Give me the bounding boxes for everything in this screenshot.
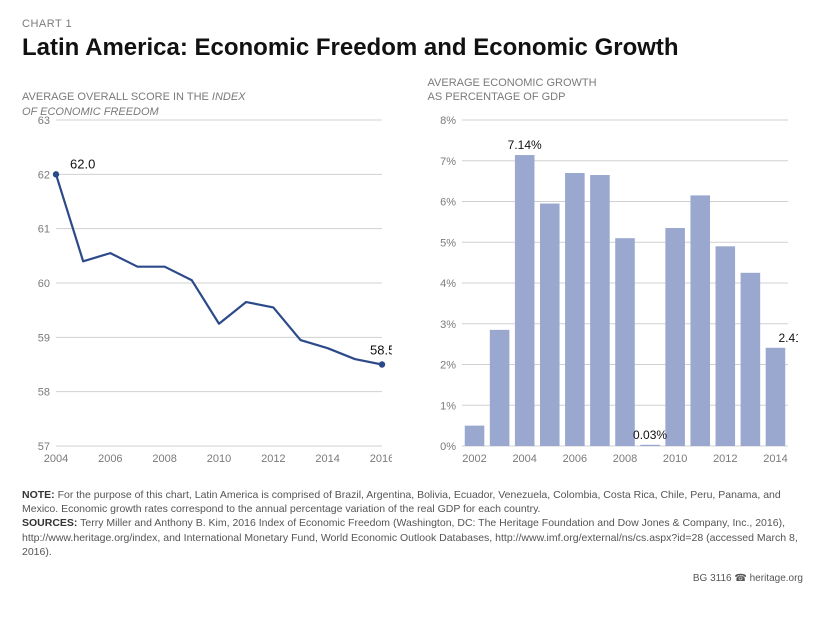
sources-text: Terry Miller and Anthony B. Kim, 2016 In…: [22, 517, 798, 557]
svg-text:2012: 2012: [713, 453, 737, 465]
bar-chart-subtitle: AVERAGE ECONOMIC GROWTH AS PERCENTAGE OF…: [428, 76, 804, 106]
svg-text:2014: 2014: [315, 453, 339, 465]
svg-text:58: 58: [38, 387, 50, 399]
svg-text:2012: 2012: [261, 453, 285, 465]
svg-text:2006: 2006: [98, 453, 122, 465]
svg-text:2008: 2008: [152, 453, 176, 465]
svg-text:8%: 8%: [440, 115, 456, 127]
footer: BG 3116 ☎ heritage.org: [22, 573, 803, 584]
footer-code: BG 3116: [693, 573, 732, 584]
svg-text:63: 63: [38, 115, 50, 127]
sources-label: SOURCES:: [22, 517, 77, 529]
svg-text:0.03%: 0.03%: [633, 428, 667, 442]
svg-text:57: 57: [38, 441, 50, 453]
note-block: NOTE: For the purpose of this chart, Lat…: [22, 488, 803, 559]
svg-text:7%: 7%: [440, 156, 456, 168]
note-text: For the purpose of this chart, Latin Ame…: [22, 489, 781, 515]
svg-text:61: 61: [38, 224, 50, 236]
svg-text:1%: 1%: [440, 400, 456, 412]
line-chart-panel: AVERAGE OVERALL SCORE IN THE INDEXOF ECO…: [22, 76, 398, 472]
svg-text:59: 59: [38, 332, 50, 344]
svg-text:2016: 2016: [370, 453, 392, 465]
line-chart-subtitle: AVERAGE OVERALL SCORE IN THE INDEXOF ECO…: [22, 76, 398, 106]
svg-text:2006: 2006: [562, 453, 586, 465]
chart-label: CHART 1: [22, 18, 803, 30]
svg-text:0%: 0%: [440, 441, 456, 453]
svg-text:7.14%: 7.14%: [507, 138, 541, 152]
svg-text:62.0: 62.0: [70, 156, 95, 171]
note-label: NOTE:: [22, 489, 55, 501]
svg-text:2008: 2008: [612, 453, 636, 465]
svg-text:2010: 2010: [662, 453, 686, 465]
svg-text:4%: 4%: [440, 278, 456, 290]
svg-text:3%: 3%: [440, 319, 456, 331]
svg-text:2002: 2002: [462, 453, 486, 465]
svg-text:6%: 6%: [440, 197, 456, 209]
bar-chart-panel: AVERAGE ECONOMIC GROWTH AS PERCENTAGE OF…: [428, 76, 804, 472]
bar-chart: 0% 1% 2% 3% 4% 5% 6% 7% 8% 2002 2004 2006 2008 2010 20…: [428, 112, 798, 472]
charts-row: AVERAGE OVERALL SCORE IN THE INDEXOF ECO…: [22, 76, 803, 472]
svg-text:2004: 2004: [512, 453, 536, 465]
svg-text:58.5: 58.5: [370, 343, 392, 358]
footer-site: heritage.org: [750, 573, 803, 584]
main-title: Latin America: Economic Freedom and Econ…: [22, 34, 803, 62]
svg-text:2004: 2004: [44, 453, 68, 465]
line-chart: 57 58 59 60 61 62 63 2004 2006 2008 2010 2012 2014 20…: [22, 112, 392, 472]
svg-text:60: 60: [38, 278, 50, 290]
svg-text:2%: 2%: [440, 360, 456, 372]
svg-text:5%: 5%: [440, 237, 456, 249]
svg-text:2014: 2014: [763, 453, 787, 465]
bell-icon: ☎: [734, 573, 746, 584]
svg-text:62: 62: [38, 169, 50, 181]
svg-text:2010: 2010: [207, 453, 231, 465]
svg-text:2.41%: 2.41%: [778, 331, 798, 345]
